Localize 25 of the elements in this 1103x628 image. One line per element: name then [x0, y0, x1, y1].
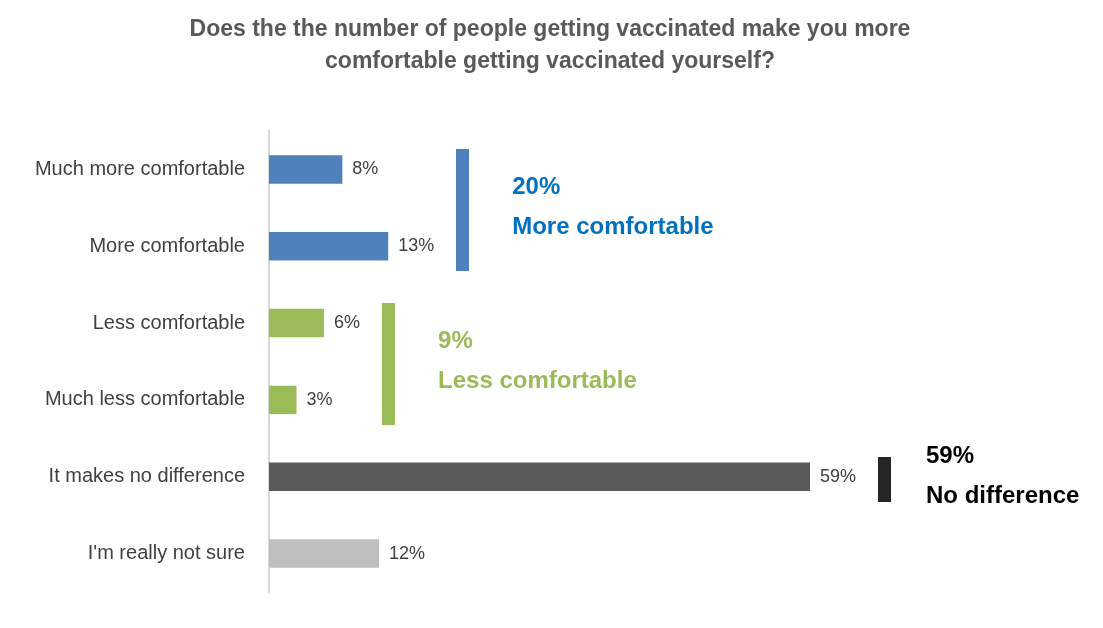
data-label: 8%: [352, 158, 379, 179]
bar: [269, 308, 325, 338]
data-label: 6%: [334, 312, 361, 333]
data-label: 3%: [306, 388, 333, 409]
chart-title: Does the the number of people getting vaccinated make you more comfortable getting vaccinated yourself?: [188, 14, 912, 75]
data-label: 13%: [398, 235, 435, 256]
bar: [269, 232, 389, 261]
y-tick-label: It makes no difference: [48, 464, 245, 487]
bar: [269, 462, 810, 491]
y-tick-label: Much less comfortable: [44, 387, 245, 410]
bar: [269, 155, 343, 184]
y-tick-label: Less comfortable: [92, 310, 245, 333]
data-label: 59%: [820, 465, 857, 486]
y-tick-label: Much more comfortable: [34, 156, 245, 179]
annotation: More comfortable: [512, 212, 714, 241]
text: No difference: [926, 481, 1080, 510]
data-label: 12%: [389, 542, 426, 563]
annotation: Less comfortable: [438, 366, 637, 394]
annotation: 9%: [438, 326, 473, 354]
y-tick-label: More comfortable: [89, 233, 245, 256]
text: 59%: [926, 441, 975, 470]
annotation: 20%: [512, 172, 561, 201]
bar: [269, 539, 380, 568]
bar: [269, 385, 297, 415]
y-tick-label: I'm really not sure: [87, 541, 245, 564]
